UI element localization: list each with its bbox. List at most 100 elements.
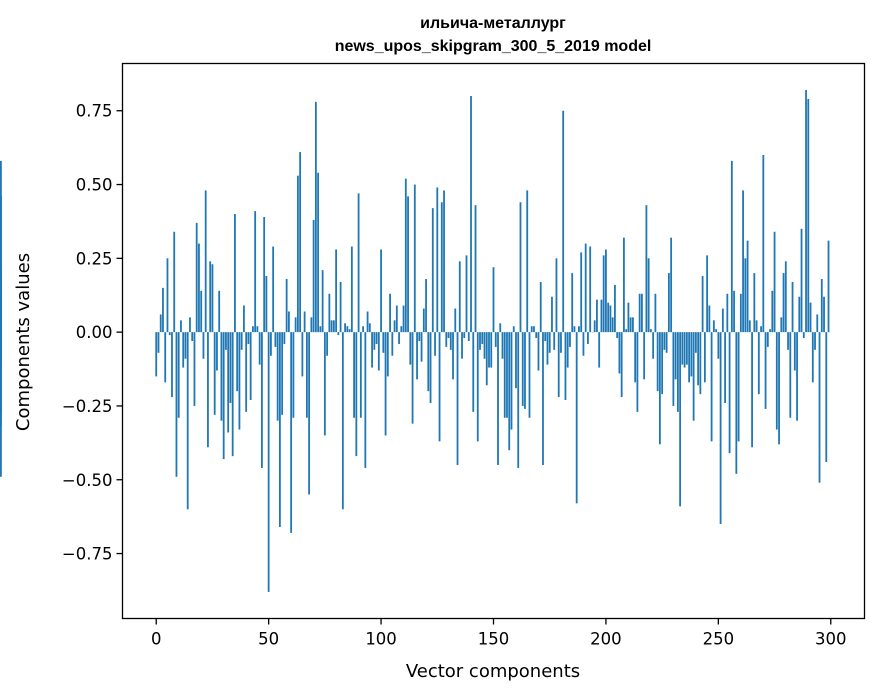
bar (755, 320, 758, 333)
bar (607, 302, 610, 333)
bar (598, 332, 601, 368)
bar (240, 332, 243, 350)
bar (422, 308, 425, 333)
bar (375, 332, 378, 344)
bar (463, 332, 466, 339)
bar (566, 332, 569, 368)
bar (787, 332, 789, 350)
bar (582, 332, 585, 356)
plot-frame (121, 62, 866, 620)
bar (757, 332, 760, 395)
bar (440, 202, 443, 333)
y-axis-ticks: −0.75 −0.50 −0.25 0.00 0.25 0.50 0.75 (62, 102, 123, 564)
bar (335, 249, 338, 333)
bar (584, 243, 587, 333)
bar (272, 246, 275, 333)
bar (769, 329, 771, 333)
y-tick-label: 0.75 (76, 102, 113, 121)
bar (207, 332, 209, 448)
bar (737, 332, 740, 442)
bar (573, 326, 576, 333)
chart-title: ильича-металлург (420, 15, 566, 32)
bar (261, 332, 263, 468)
bar (380, 249, 382, 333)
bar (766, 332, 769, 347)
bar (184, 332, 187, 359)
bar (294, 317, 297, 333)
bar (303, 311, 306, 333)
x-tick-label: 150 (478, 630, 510, 649)
bar (546, 332, 549, 365)
bar (778, 332, 780, 445)
bar (391, 332, 394, 356)
bar (814, 332, 816, 350)
bar (632, 317, 634, 333)
bar (703, 332, 706, 383)
bar (580, 252, 583, 333)
bar (791, 281, 794, 333)
bar (189, 317, 191, 333)
bar (256, 326, 259, 333)
bar (420, 332, 423, 362)
bar (535, 332, 538, 339)
bar (247, 332, 250, 344)
bar (721, 308, 724, 333)
bar (735, 332, 738, 474)
bar (236, 332, 239, 392)
bar (753, 273, 756, 333)
bar (683, 332, 686, 368)
bar (157, 332, 160, 353)
bar (506, 332, 508, 418)
bar (611, 317, 614, 333)
bar (400, 326, 403, 333)
bar (483, 332, 486, 359)
bar (328, 293, 331, 333)
bar (319, 326, 322, 333)
bar (569, 332, 571, 347)
bar (490, 332, 493, 368)
bar (200, 290, 203, 333)
bar (258, 332, 261, 365)
bar (827, 240, 830, 333)
bar (213, 332, 216, 415)
bar (697, 332, 700, 386)
bar (645, 205, 648, 333)
bar (542, 332, 544, 465)
bar (710, 332, 713, 442)
bar (276, 332, 279, 421)
bar (548, 332, 551, 353)
bar (609, 305, 612, 333)
bar (216, 332, 218, 371)
bar (222, 332, 225, 460)
bar (461, 332, 463, 359)
bar (481, 332, 484, 344)
bar (413, 184, 416, 333)
bar (544, 332, 547, 341)
bar (389, 293, 391, 333)
bar (647, 258, 650, 333)
bar (530, 326, 533, 333)
bar (299, 152, 302, 333)
bar (350, 246, 353, 333)
bar (679, 332, 682, 507)
bar (209, 261, 212, 333)
bar (326, 332, 329, 356)
bar (211, 264, 214, 333)
x-tick-label: 0 (151, 630, 162, 649)
bar (748, 320, 751, 333)
bar (685, 332, 688, 365)
bar (465, 255, 468, 333)
bar (355, 332, 358, 457)
bar (719, 332, 722, 525)
y-tick-label: 0.00 (76, 323, 113, 342)
bar (267, 332, 270, 592)
bar (620, 332, 623, 398)
bar (551, 296, 553, 333)
bar (557, 332, 560, 398)
bar (359, 332, 362, 418)
bar (553, 332, 556, 350)
bar (454, 308, 457, 333)
bar (418, 332, 421, 341)
bar (445, 332, 448, 347)
